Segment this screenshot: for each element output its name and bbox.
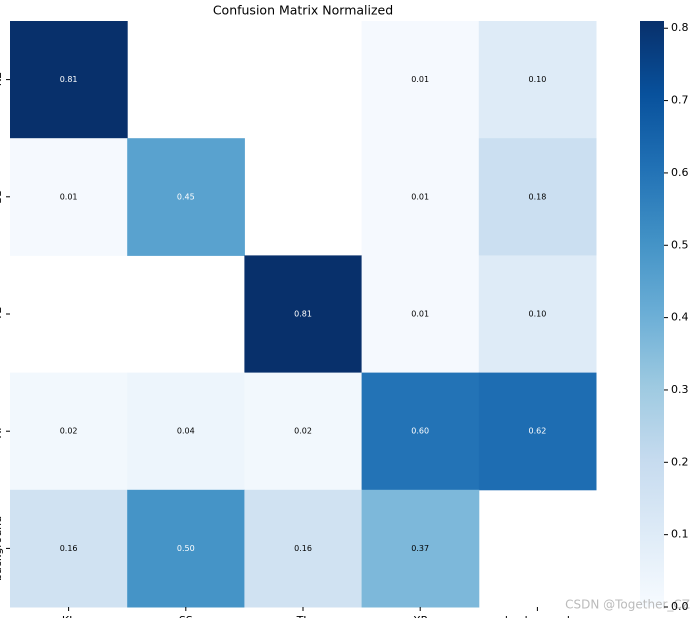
cell bbox=[478, 138, 597, 256]
cell bbox=[127, 138, 245, 256]
cell-label: 0.02 bbox=[294, 427, 312, 436]
x-tick-label: SS bbox=[179, 614, 193, 618]
x-tick-label: background bbox=[505, 614, 570, 618]
cell-label: 0.01 bbox=[411, 192, 429, 201]
cell bbox=[361, 255, 480, 374]
y-tick-label: background bbox=[0, 516, 4, 581]
cell-label: 0.01 bbox=[411, 75, 429, 84]
colorbar-tick-label: 0.2 bbox=[671, 455, 689, 468]
y-tick-label: KL bbox=[0, 72, 4, 86]
cell-label: 0.10 bbox=[528, 75, 546, 84]
y-tick-label: TL bbox=[0, 307, 4, 322]
cell-label: 0.62 bbox=[528, 427, 546, 436]
cell-label: 0.02 bbox=[60, 427, 78, 436]
cell bbox=[361, 21, 480, 139]
cell-label: 0.81 bbox=[294, 310, 312, 319]
colorbar bbox=[640, 21, 664, 607]
cell-label: 0.81 bbox=[60, 75, 78, 84]
cell-label: 0.04 bbox=[177, 427, 195, 436]
y-tick-label: XP bbox=[0, 424, 4, 439]
cell-label: 0.37 bbox=[411, 544, 429, 553]
cell bbox=[244, 489, 363, 608]
x-tick-label: TL bbox=[296, 614, 311, 618]
cell-label: 0.45 bbox=[177, 192, 195, 201]
colorbar-tick-label: 0.1 bbox=[671, 528, 689, 541]
colorbar-tick-label: 0.8 bbox=[671, 21, 689, 34]
cell-label: 0.01 bbox=[60, 192, 78, 201]
cell bbox=[10, 489, 128, 608]
cell bbox=[361, 372, 480, 491]
colorbar-tick-label: 0.0 bbox=[671, 600, 689, 613]
cell bbox=[10, 21, 128, 139]
cell-label: 0.50 bbox=[177, 544, 195, 553]
cell-label: 0.16 bbox=[294, 544, 312, 553]
cell bbox=[478, 21, 597, 139]
colorbar-tick-label: 0.4 bbox=[671, 311, 689, 324]
cell bbox=[361, 489, 480, 608]
cell bbox=[127, 372, 245, 491]
colorbar-tick-label: 0.3 bbox=[671, 383, 689, 396]
colorbar-tick-label: 0.7 bbox=[671, 94, 689, 107]
cell bbox=[244, 372, 363, 491]
cell bbox=[10, 372, 128, 491]
watermark: CSDN @Together_CZ bbox=[565, 598, 690, 612]
cell-label: 0.10 bbox=[528, 310, 546, 319]
cell bbox=[478, 255, 597, 374]
cell bbox=[127, 489, 245, 608]
colorbar-tick-label: 0.6 bbox=[671, 166, 689, 179]
colorbar-tick-label: 0.5 bbox=[671, 238, 689, 251]
cell bbox=[478, 372, 597, 491]
cell-label: 0.16 bbox=[60, 544, 78, 553]
cell bbox=[361, 138, 480, 256]
chart-title: Confusion Matrix Normalized bbox=[213, 3, 393, 18]
y-tick-label: SS bbox=[0, 190, 4, 204]
x-tick-label: XP bbox=[413, 614, 428, 618]
cell-label: 0.60 bbox=[411, 427, 429, 436]
cell-label: 0.18 bbox=[528, 192, 546, 201]
cell-label: 0.01 bbox=[411, 310, 429, 319]
cell bbox=[10, 138, 128, 256]
cell bbox=[244, 255, 363, 374]
x-tick-label: KL bbox=[62, 614, 76, 618]
